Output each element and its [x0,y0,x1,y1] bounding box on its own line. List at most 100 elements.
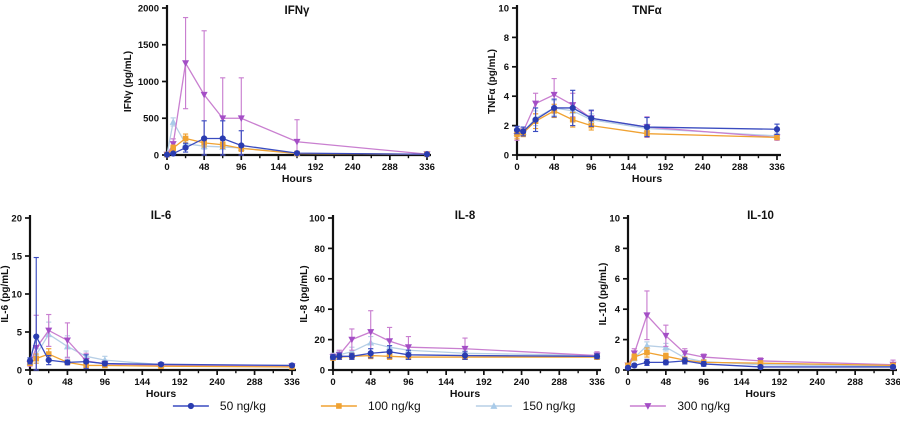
ifn-gamma-plot: 0 500 1000 1500 2000 0 48 96 144 192 240 288 336 IFNγ… [123,3,435,185]
svg-text:288: 288 [551,377,567,388]
svg-text:48: 48 [549,162,560,173]
svg-text:192: 192 [172,377,188,388]
y-axis-label: TNFα (pg/mL) [487,49,498,114]
axes [162,5,431,160]
svg-text:6: 6 [504,62,509,73]
chart-title: IFNγ [285,5,311,17]
svg-text:0: 0 [27,377,32,388]
svg-text:144: 144 [620,162,637,173]
x-axis-label: Hours [146,388,176,400]
svg-text:96: 96 [236,162,247,173]
svg-text:60: 60 [314,274,325,285]
y-axis-label: IL-8 (pg/mL) [300,265,310,322]
axes [512,5,781,160]
svg-text:96: 96 [403,377,414,388]
il-10-plot: 0 2 4 6 8 10 0 48 96 144 192 240 288 336 IL-10 Hours IL-… [598,210,900,400]
y-axis-label: IL-6 (pg/mL) [0,265,11,322]
legend-label-300: 300 ng/kg [677,399,731,413]
svg-text:0: 0 [320,365,325,376]
svg-text:240: 240 [514,377,530,388]
svg-text:8: 8 [615,244,620,255]
legend-item-50: 50 ng/kg [170,399,266,413]
svg-text:96: 96 [698,377,709,388]
svg-text:5: 5 [17,327,23,338]
x-axis-label: Hours [632,173,662,185]
svg-text:144: 144 [270,162,287,173]
chart-tnf-alpha: 0 2 4 6 8 10 0 48 96 144 192 240 288 336 TNFα Hours TNFα… [460,0,800,196]
svg-text:336: 336 [419,162,435,173]
chart-title: IL-10 [747,210,774,222]
svg-text:336: 336 [885,377,900,388]
chart-ifn-gamma: 0 500 1000 1500 2000 0 48 96 144 192 240 288 336 IFNγ… [85,0,445,196]
svg-text:0: 0 [504,150,509,161]
svg-text:2: 2 [615,335,620,346]
chart-il-6: 0 5 10 15 20 0 48 96 144 192 240 288 336 IL-6 Hours IL-… [0,205,312,410]
y-axis-label: IL-10 (pg/mL) [598,263,609,326]
svg-text:0: 0 [164,162,169,173]
chart-il-8: 0 20 40 60 80 100 0 48 96 144 192 240 288 336 IL-8 Hour… [300,205,612,410]
x-axis-label: Hours [745,388,775,400]
svg-text:0: 0 [514,162,519,173]
50-ng/kg-series [163,120,431,158]
svg-text:0: 0 [615,365,620,376]
svg-text:1000: 1000 [138,77,159,88]
svg-text:288: 288 [732,162,748,173]
svg-text:288: 288 [382,162,398,173]
svg-text:192: 192 [476,377,492,388]
svg-text:192: 192 [658,162,674,173]
50-ng/kg-series [26,256,296,371]
svg-text:240: 240 [345,162,361,173]
svg-text:80: 80 [314,244,325,255]
axes [328,215,601,375]
50-ng/kg-series [329,345,601,361]
chart-title: IL-8 [455,210,476,222]
svg-text:40: 40 [314,305,325,316]
svg-text:20: 20 [314,335,325,346]
y-axis-label: IFNγ (pg/mL) [123,51,134,112]
svg-text:336: 336 [284,377,300,388]
svg-text:2000: 2000 [138,3,159,14]
svg-text:6: 6 [615,274,620,285]
svg-text:0: 0 [17,365,22,376]
svg-text:1500: 1500 [138,40,159,51]
svg-text:10: 10 [11,289,22,300]
svg-text:144: 144 [438,377,455,388]
square-marker-icon [320,403,357,409]
circle-marker-icon [172,402,209,410]
svg-text:10: 10 [498,3,509,14]
svg-text:288: 288 [847,377,863,388]
x-axis-label: Hours [450,388,480,400]
svg-text:48: 48 [199,162,210,173]
svg-text:96: 96 [100,377,111,388]
svg-text:0: 0 [625,377,630,388]
50-ng/kg-series [513,89,781,138]
svg-text:288: 288 [247,377,263,388]
legend-item-100: 100 ng/kg [318,399,421,413]
tnf-alpha-plot: 0 2 4 6 8 10 0 48 96 144 192 240 288 336 TNFα Hours TNFα… [487,3,785,185]
svg-text:4: 4 [504,92,510,103]
svg-text:336: 336 [769,162,785,173]
triangle-down-marker-icon [630,403,667,410]
svg-text:500: 500 [143,114,159,125]
legend: 50 ng/kg 100 ng/kg 150 ng/kg 300 ng/kg [170,399,730,413]
svg-text:144: 144 [134,377,151,388]
svg-text:20: 20 [11,213,22,224]
legend-label-50: 50 ng/kg [219,399,266,413]
svg-text:240: 240 [209,377,225,388]
svg-text:240: 240 [809,377,825,388]
svg-text:100: 100 [309,213,325,224]
chart-title: IL-6 [151,210,171,222]
triangle-up-marker-icon [475,402,512,409]
axes [25,215,296,375]
svg-text:144: 144 [734,377,751,388]
svg-text:192: 192 [771,377,787,388]
svg-text:15: 15 [11,251,22,262]
svg-text:48: 48 [62,377,73,388]
svg-text:0: 0 [154,150,159,161]
il-8-plot: 0 20 40 60 80 100 0 48 96 144 192 240 288 336 IL-8 Hour… [300,210,605,400]
axes [623,215,897,375]
svg-text:2: 2 [504,121,509,132]
svg-text:336: 336 [589,377,605,388]
legend-item-300: 300 ng/kg [627,399,730,413]
svg-text:8: 8 [504,33,509,44]
